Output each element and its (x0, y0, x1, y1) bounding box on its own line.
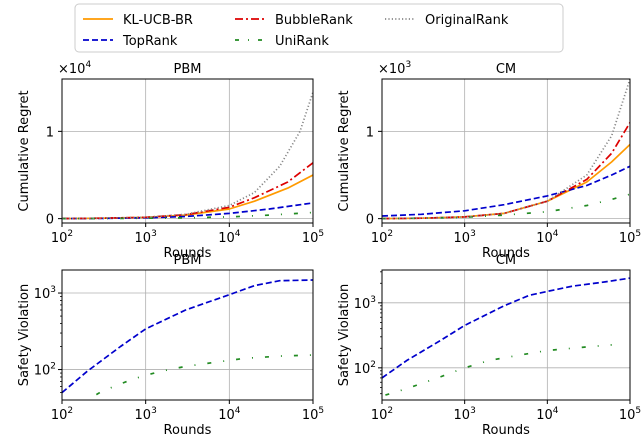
x-tick-label: 103 (135, 229, 157, 246)
chart-panel-4: CM Rounds Safety Violation (337, 253, 631, 436)
chart-title: CM (496, 253, 516, 268)
series-line-toprank (382, 277, 630, 379)
x-tick-label: 103 (135, 406, 157, 423)
plot-frame (381, 269, 631, 401)
y-multiplier: ×103 (378, 60, 411, 77)
chart-title: PBM (174, 62, 202, 77)
series-line-originalrank (382, 79, 630, 220)
y-multiplier: ×104 (58, 60, 91, 77)
y-axis-label: Cumulative Regret (17, 90, 32, 211)
legend-label-bubblerank: BubbleRank (275, 13, 353, 28)
x-tick-label: 102 (371, 406, 393, 423)
y-axis-label: Cumulative Regret (337, 90, 352, 211)
chart-panel-2: 0 1 ×103 CM Rounds Cumulative Regret (337, 60, 631, 261)
chart-panel-3: PBM Rounds Safety Violation (17, 253, 314, 436)
series-line-kl-ucb-br (382, 143, 630, 220)
x-axis-label: Rounds (482, 246, 530, 261)
x-tick-label: 105 (302, 406, 324, 423)
y-tick-label: 103 (354, 295, 376, 312)
plot-frame (61, 78, 314, 224)
x-tick-label: 104 (218, 406, 241, 423)
chart-title: PBM (174, 253, 202, 268)
y-tick-label: 103 (34, 285, 56, 302)
x-tick-label: 105 (619, 406, 641, 423)
x-axis-label: Rounds (482, 423, 530, 436)
y-axis-label: Safety Violation (337, 284, 352, 386)
legend-label-toprank: TopRank (122, 34, 178, 49)
x-tick-label: 105 (619, 229, 641, 246)
plot-frame (381, 78, 631, 224)
legend-label-unirank: UniRank (275, 34, 329, 49)
series-line-kl-ucb-br (62, 174, 313, 220)
legend-label-kl-ucb-br: KL-UCB-BR (123, 13, 193, 28)
y-axis-label: Safety Violation (17, 284, 32, 386)
y-tick-label: 102 (354, 360, 376, 377)
x-tick-label: 102 (371, 229, 393, 246)
y-tick-label: 102 (34, 362, 56, 379)
y-tick-label: 1 (366, 125, 374, 140)
legend-label-originalrank: OriginalRank (425, 13, 509, 28)
series-line-unirank (85, 354, 313, 400)
y-tick-label: 0 (366, 213, 374, 228)
series-line-toprank (382, 165, 630, 217)
series-line-originalrank (62, 91, 313, 220)
x-tick-label: 102 (51, 406, 73, 423)
series-line-bubblerank (62, 162, 313, 220)
x-axis-label: Rounds (164, 246, 212, 261)
chart-panel-1: 0 1 ×104 PBM Rounds Cumulative Regret (17, 60, 314, 261)
x-tick-label: 102 (51, 229, 73, 246)
y-tick-label: 0 (46, 213, 54, 228)
series-line-bubblerank (382, 122, 630, 220)
x-tick-label: 105 (302, 229, 324, 246)
x-tick-label: 103 (454, 406, 476, 423)
chart-title: CM (496, 62, 516, 77)
x-tick-label: 103 (454, 229, 476, 246)
series-line-toprank (62, 202, 313, 220)
legend: KL-UCB-BR TopRank BubbleRank UniRank Origina… (74, 3, 564, 53)
x-tick-label: 104 (218, 229, 241, 246)
x-axis-label: Rounds (164, 423, 212, 436)
x-tick-label: 104 (536, 406, 559, 423)
x-tick-label: 104 (536, 229, 559, 246)
plot-frame (61, 269, 314, 401)
y-tick-label: 1 (46, 125, 54, 140)
series-line-toprank (62, 279, 313, 394)
legend-frame (74, 3, 564, 53)
